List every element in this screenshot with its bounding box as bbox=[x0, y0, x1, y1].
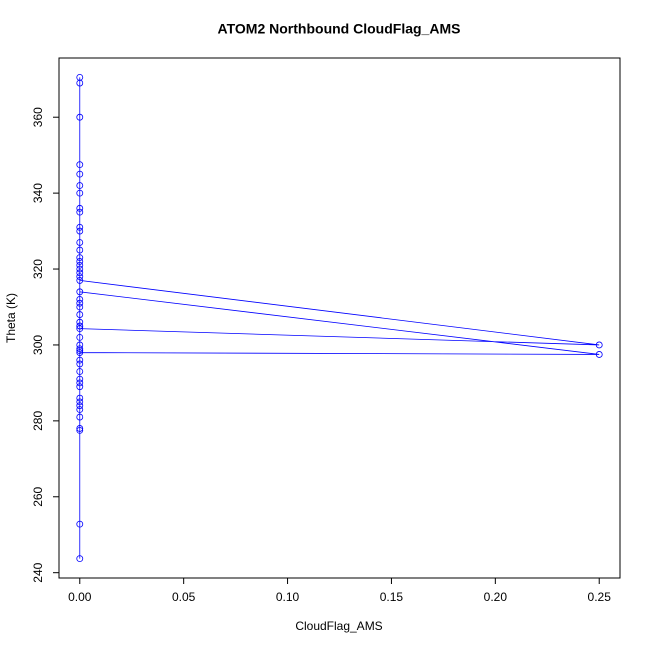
plot-box bbox=[58, 57, 621, 579]
data-point bbox=[76, 227, 84, 235]
data-point bbox=[76, 208, 84, 216]
x-tick-label: 0.25 bbox=[588, 590, 612, 604]
data-point bbox=[76, 360, 84, 368]
y-tick-label: 300 bbox=[31, 335, 45, 355]
y-tick-label: 320 bbox=[31, 259, 45, 279]
data-point bbox=[76, 246, 84, 254]
data-point bbox=[595, 351, 603, 358]
y-tick-label: 240 bbox=[31, 562, 45, 582]
data-point bbox=[76, 261, 84, 269]
data-point bbox=[76, 379, 84, 387]
data-point bbox=[76, 296, 84, 303]
data-point bbox=[76, 254, 84, 262]
data-point bbox=[76, 239, 84, 246]
y-tick-label: 260 bbox=[31, 486, 45, 506]
y-tick-label: 360 bbox=[31, 107, 45, 127]
data-point bbox=[76, 406, 84, 413]
data-point bbox=[76, 170, 84, 178]
data-point bbox=[76, 398, 84, 406]
x-axis-label: CloudFlag_AMS bbox=[295, 619, 382, 633]
data-point bbox=[76, 113, 84, 121]
data-point bbox=[76, 73, 84, 81]
data-point bbox=[76, 189, 84, 197]
data-point bbox=[76, 311, 84, 318]
x-tick-label: 0.15 bbox=[380, 590, 404, 604]
data-point bbox=[76, 426, 84, 434]
data-point bbox=[76, 520, 84, 528]
data-point bbox=[76, 333, 84, 341]
data-point bbox=[76, 325, 84, 333]
x-tick-label: 0.05 bbox=[172, 590, 196, 604]
data-point bbox=[76, 425, 84, 432]
data-point bbox=[76, 402, 84, 410]
data-point bbox=[76, 349, 84, 356]
data-point bbox=[76, 322, 84, 330]
data-point bbox=[76, 318, 84, 326]
y-axis-label: Theta (K) bbox=[4, 293, 18, 343]
y-tick-label: 340 bbox=[31, 183, 45, 203]
data-point bbox=[76, 265, 84, 273]
data-point bbox=[76, 161, 84, 169]
data-point bbox=[76, 413, 84, 421]
chart-title: ATOM2 Northbound CloudFlag_AMS bbox=[218, 21, 461, 37]
data-point bbox=[76, 341, 84, 349]
data-point bbox=[76, 303, 84, 311]
data-point bbox=[76, 204, 84, 212]
x-tick-label: 0.00 bbox=[68, 590, 92, 604]
data-point bbox=[76, 394, 84, 402]
series-line bbox=[79, 77, 600, 559]
data-point bbox=[76, 288, 84, 296]
data-point bbox=[76, 258, 84, 265]
data-point bbox=[76, 555, 84, 563]
data-point bbox=[76, 182, 84, 189]
data-point bbox=[76, 383, 84, 391]
data-point bbox=[76, 277, 84, 284]
y-tick-label: 280 bbox=[31, 411, 45, 431]
data-point bbox=[76, 223, 84, 231]
x-tick-label: 0.10 bbox=[276, 590, 300, 604]
data-point bbox=[76, 375, 84, 383]
data-point bbox=[76, 273, 84, 281]
data-point bbox=[76, 356, 84, 364]
data-point bbox=[76, 299, 84, 307]
data-point bbox=[595, 341, 603, 349]
data-point bbox=[76, 368, 84, 375]
data-point bbox=[76, 345, 84, 353]
data-point bbox=[76, 269, 84, 277]
x-tick-label: 0.20 bbox=[484, 590, 508, 604]
